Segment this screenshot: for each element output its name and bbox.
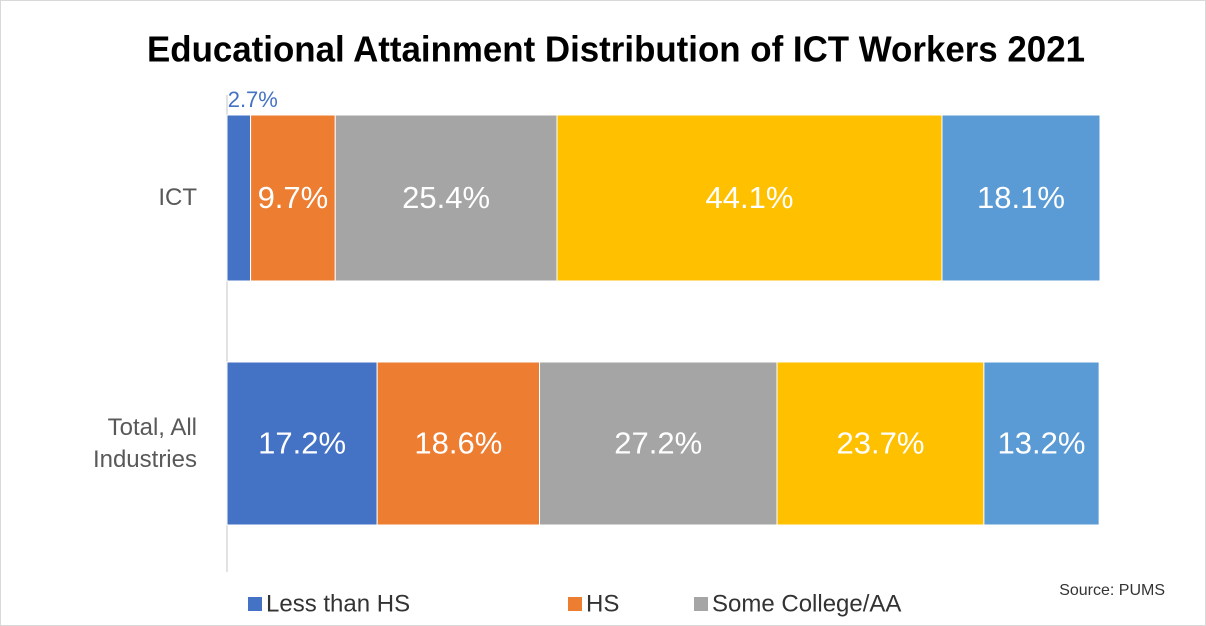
data-label: 9.7% bbox=[258, 180, 329, 215]
bar-segment bbox=[539, 361, 778, 526]
legend-swatch bbox=[694, 597, 708, 611]
bar-segment bbox=[226, 361, 378, 526]
legend-label: Some College/AA bbox=[712, 590, 901, 617]
data-label: 23.7% bbox=[836, 426, 924, 461]
chart-title: Educational Attainment Distribution of I… bbox=[147, 29, 1085, 70]
legend-swatch bbox=[568, 597, 582, 611]
bar-segment bbox=[376, 361, 541, 526]
data-label: 25.4% bbox=[402, 180, 490, 215]
y-tick-label: ICT bbox=[158, 184, 197, 211]
bar-segment bbox=[226, 114, 252, 282]
data-label: 13.2% bbox=[998, 426, 1086, 461]
bar-segment bbox=[983, 361, 1100, 526]
source-note: Source: PUMS bbox=[1059, 582, 1165, 599]
data-label: 18.1% bbox=[977, 180, 1065, 215]
legend-label: HS bbox=[586, 590, 619, 617]
legend-label: Less than HS bbox=[266, 590, 410, 617]
bar-segment bbox=[334, 114, 558, 282]
data-label: 44.1% bbox=[706, 180, 794, 215]
bar-segment bbox=[556, 114, 943, 282]
bar-segment bbox=[776, 361, 985, 526]
bar-segment bbox=[941, 114, 1101, 282]
y-tick-label: Total, All Industries bbox=[92, 413, 197, 473]
legend-swatch bbox=[248, 597, 262, 611]
data-label: 27.2% bbox=[614, 426, 702, 461]
data-label: 17.2% bbox=[258, 426, 346, 461]
data-label: 2.7% bbox=[228, 87, 278, 112]
bar-segment bbox=[250, 114, 336, 282]
data-label: 18.6% bbox=[414, 426, 502, 461]
